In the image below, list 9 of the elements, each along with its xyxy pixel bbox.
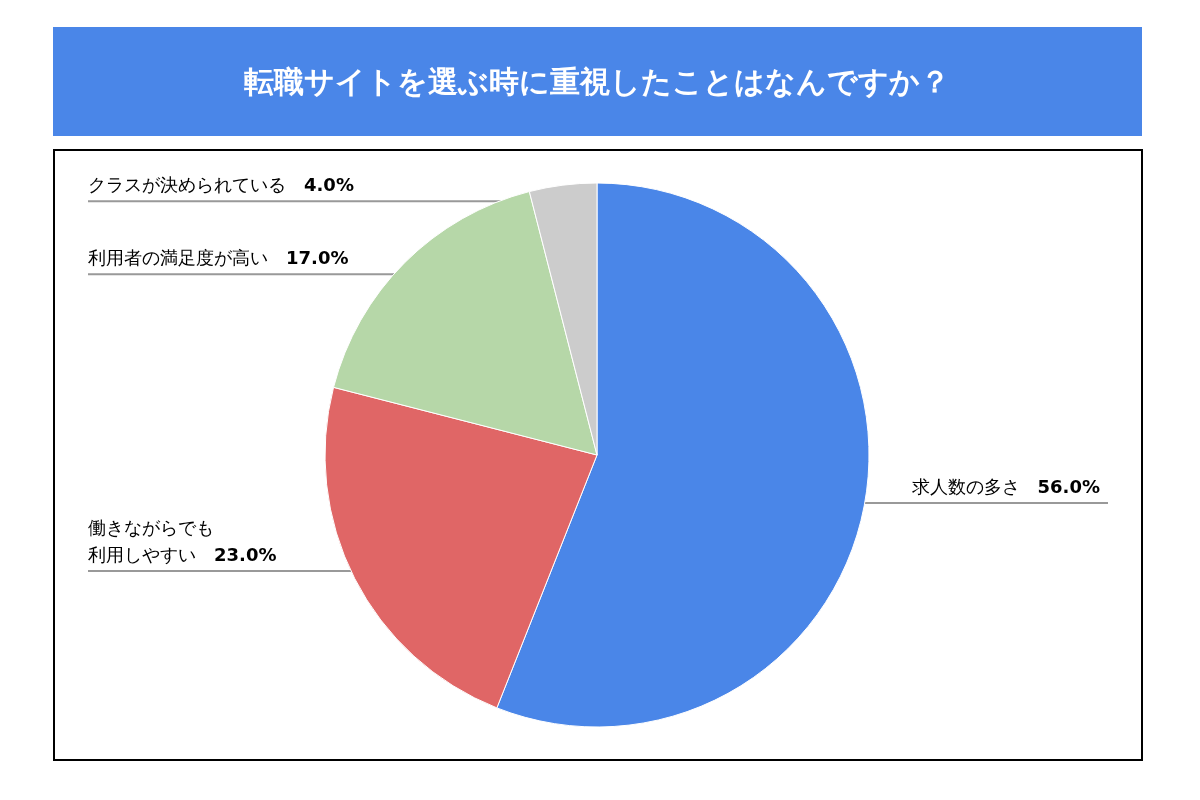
slice-label: 働きながらでも利用しやすい [88,517,214,566]
slice-label: 求人数の多さ [911,475,1020,497]
data-label: 4.0% [304,174,354,196]
chart-title: 転職サイトを選ぶ時に重視したことはなんですか？ [244,64,950,99]
data-label: 23.0% [214,544,277,566]
data-label: 17.0% [286,247,349,269]
slice-label: クラスが決められている [88,174,286,196]
slice-label: 利用者の満足度が高い [88,247,268,269]
data-label: 56.0% [1037,475,1100,497]
